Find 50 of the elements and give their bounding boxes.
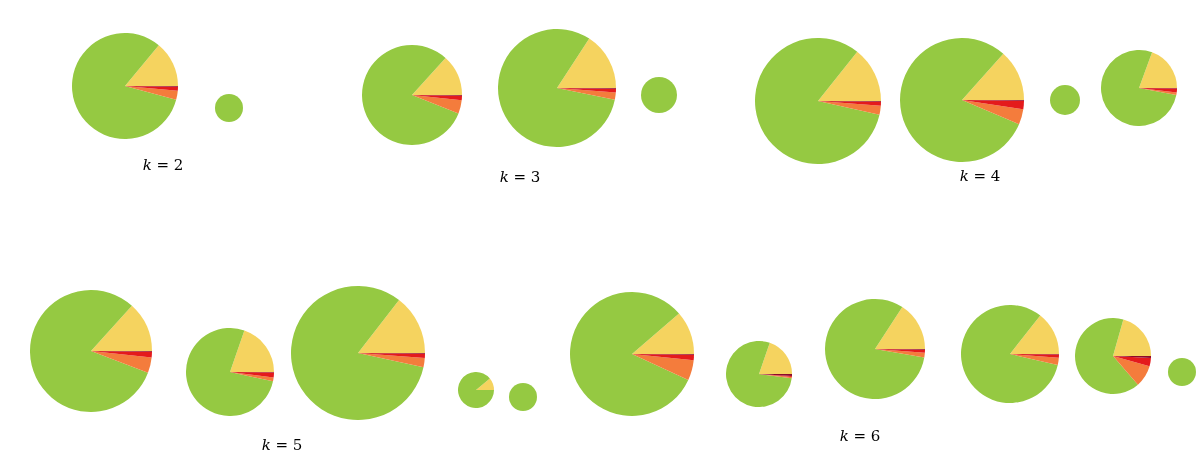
pie-slice [230,372,274,382]
text: k = 2 [142,156,184,174]
pie-slice [570,292,689,416]
pie-slice [125,86,178,100]
pie-slice [759,342,792,374]
pie-slice [875,307,925,349]
pie-slice [72,33,177,139]
pie-slice [412,95,462,114]
pie-slice [557,88,616,100]
pie-slice [1113,356,1150,385]
pie-slice [412,57,462,95]
pie-slice [362,45,459,145]
text: k = 3 [499,168,541,186]
pie-slice [30,290,148,412]
pie-slice [825,299,925,399]
pie-slice [498,29,615,147]
pie-slice [358,353,425,368]
pie-slice [962,100,1024,110]
pie-slice [291,286,424,420]
pie-slice [755,38,880,164]
pie-slice [962,53,1024,100]
pie-slice [91,305,152,351]
pie-slice [1010,354,1059,365]
pie-slice [1139,52,1177,88]
pie-slice [125,45,178,86]
pie-slice [962,100,1024,125]
text: k = 6 [839,427,881,445]
pie-slice [818,51,881,101]
pie-slice [818,101,881,115]
pie-slice [632,313,694,354]
pie-slice [91,351,152,373]
pie-slice [900,38,1020,162]
pie-slice [1139,88,1177,96]
pie-slice [458,372,494,408]
pie-slice [961,305,1058,403]
pie-slice [1101,50,1177,126]
pie-slice [875,349,925,358]
pie-slice [557,38,616,88]
pie-slice [632,354,694,381]
pie-slice [230,330,274,372]
pie-slice [186,328,273,416]
pie-slice [1113,356,1151,367]
pie-slice [1139,88,1177,93]
pie-slice [1075,318,1138,394]
pie-slice [476,378,494,390]
text: k = 5 [261,436,303,453]
pie-slice [1113,319,1151,356]
pie-slice [358,300,425,353]
pie-slice [1010,315,1059,354]
text: k = 4 [959,167,1001,185]
